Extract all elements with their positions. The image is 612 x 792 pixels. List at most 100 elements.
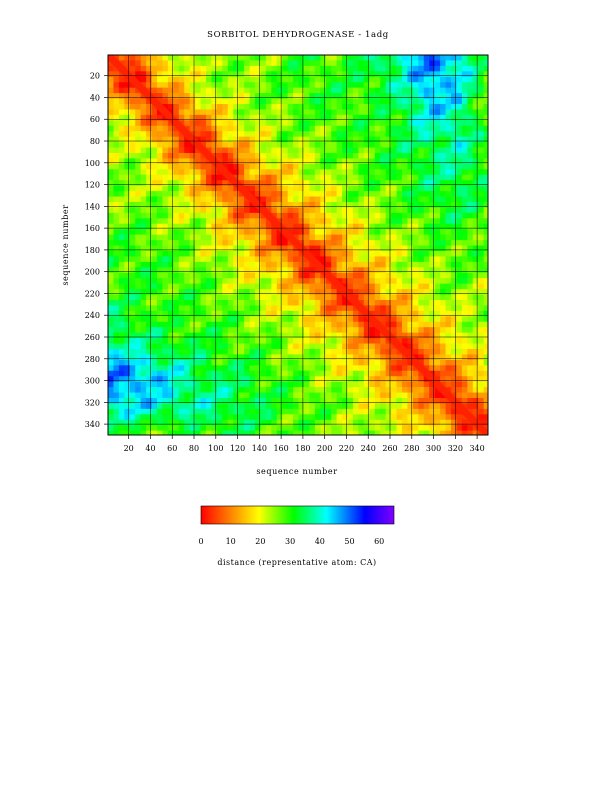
heatmap-cell: [412, 114, 419, 121]
heatmap-cell: [140, 174, 147, 181]
heatmap-cell: [222, 201, 229, 208]
heatmap-cell: [140, 120, 147, 127]
heatmap-cell: [227, 387, 234, 393]
heatmap-cell: [440, 152, 446, 159]
heatmap-cell: [108, 365, 114, 372]
heatmap-cell: [347, 131, 354, 138]
heatmap-cell: [303, 125, 310, 132]
heatmap-cell: [440, 392, 446, 399]
heatmap-cell: [162, 316, 169, 323]
heatmap-cell: [396, 229, 403, 236]
heatmap-cell: [472, 267, 479, 274]
heatmap-cell: [238, 283, 245, 290]
heatmap-cell: [429, 310, 436, 317]
heatmap-cell: [434, 419, 441, 426]
heatmap-cell: [385, 152, 392, 159]
heatmap-cell: [325, 240, 332, 246]
heatmap-cell: [440, 408, 446, 415]
heatmap-cell: [369, 196, 376, 203]
heatmap-cell: [412, 425, 419, 432]
heatmap-cell: [178, 408, 185, 415]
heatmap-cell: [391, 403, 397, 410]
x-tick-label: 40: [145, 444, 155, 453]
heatmap-cell: [358, 381, 365, 388]
heatmap-cell: [265, 327, 272, 334]
heatmap-cell: [461, 212, 468, 219]
heatmap-cell: [216, 332, 223, 339]
heatmap-cell: [244, 180, 250, 187]
heatmap-cell: [336, 272, 343, 279]
heatmap-cell: [331, 365, 338, 372]
heatmap-cell: [303, 359, 310, 366]
heatmap-cell: [461, 310, 468, 317]
heatmap-cell: [140, 327, 147, 334]
heatmap-cell: [347, 114, 354, 121]
heatmap-cell: [146, 131, 152, 138]
heatmap-cell: [200, 310, 207, 317]
heatmap-cell: [423, 272, 430, 279]
heatmap-cell: [216, 158, 223, 165]
heatmap-cell: [129, 332, 136, 339]
heatmap-cell: [216, 343, 223, 350]
heatmap-cell: [124, 403, 131, 410]
heatmap-cell: [260, 370, 267, 377]
heatmap-cell: [363, 76, 370, 83]
heatmap-cell: [472, 332, 479, 339]
heatmap-cell: [472, 408, 479, 415]
heatmap-cell: [483, 218, 488, 225]
heatmap-cell: [423, 174, 430, 181]
heatmap-cell: [118, 316, 125, 323]
heatmap-cell: [407, 250, 414, 257]
heatmap-cell: [325, 376, 332, 383]
heatmap-cell: [385, 425, 392, 432]
heatmap-cell: [260, 332, 267, 339]
heatmap-cell: [325, 365, 332, 372]
heatmap-cell: [445, 343, 452, 350]
heatmap-cell: [287, 376, 294, 383]
heatmap-cell: [244, 174, 250, 181]
heatmap-cell: [440, 229, 446, 236]
heatmap-cell: [211, 147, 218, 154]
heatmap-cell: [385, 256, 392, 263]
heatmap-cell: [347, 120, 354, 127]
heatmap-cell: [151, 131, 158, 138]
heatmap-cell: [282, 104, 289, 110]
heatmap-cell: [347, 343, 354, 350]
heatmap-cell: [380, 180, 387, 187]
heatmap-cell: [157, 321, 163, 328]
heatmap-cell: [450, 142, 457, 148]
heatmap-cell: [342, 109, 348, 116]
heatmap-cell: [265, 229, 272, 236]
heatmap-cell: [407, 142, 414, 148]
heatmap-cell: [467, 403, 474, 410]
heatmap-cell: [173, 414, 180, 421]
heatmap-cell: [391, 125, 397, 132]
heatmap-cell: [369, 321, 376, 328]
heatmap-cell: [478, 256, 485, 263]
heatmap-cell: [320, 376, 327, 383]
heatmap-cell: [173, 283, 180, 290]
heatmap-cell: [254, 163, 261, 170]
heatmap-cell: [151, 321, 158, 328]
heatmap-cell: [331, 370, 338, 377]
heatmap-cell: [418, 240, 425, 246]
heatmap-cell: [331, 223, 338, 230]
heatmap-cell: [271, 82, 278, 89]
heatmap-cell: [140, 245, 147, 252]
heatmap-cell: [445, 376, 452, 383]
heatmap-cell: [254, 104, 261, 110]
heatmap-cell: [195, 299, 201, 306]
heatmap-cell: [342, 240, 348, 246]
heatmap-cell: [412, 338, 419, 344]
heatmap-cell: [320, 256, 327, 263]
heatmap-cell: [271, 169, 278, 176]
heatmap-cell: [293, 289, 299, 295]
heatmap-cell: [195, 98, 201, 105]
heatmap-cell: [331, 196, 338, 203]
heatmap-cell: [478, 354, 485, 361]
heatmap-cell: [358, 120, 365, 127]
heatmap-cell: [135, 305, 142, 312]
heatmap-cell: [396, 240, 403, 246]
heatmap-cell: [146, 376, 152, 383]
heatmap-cell: [478, 283, 485, 290]
